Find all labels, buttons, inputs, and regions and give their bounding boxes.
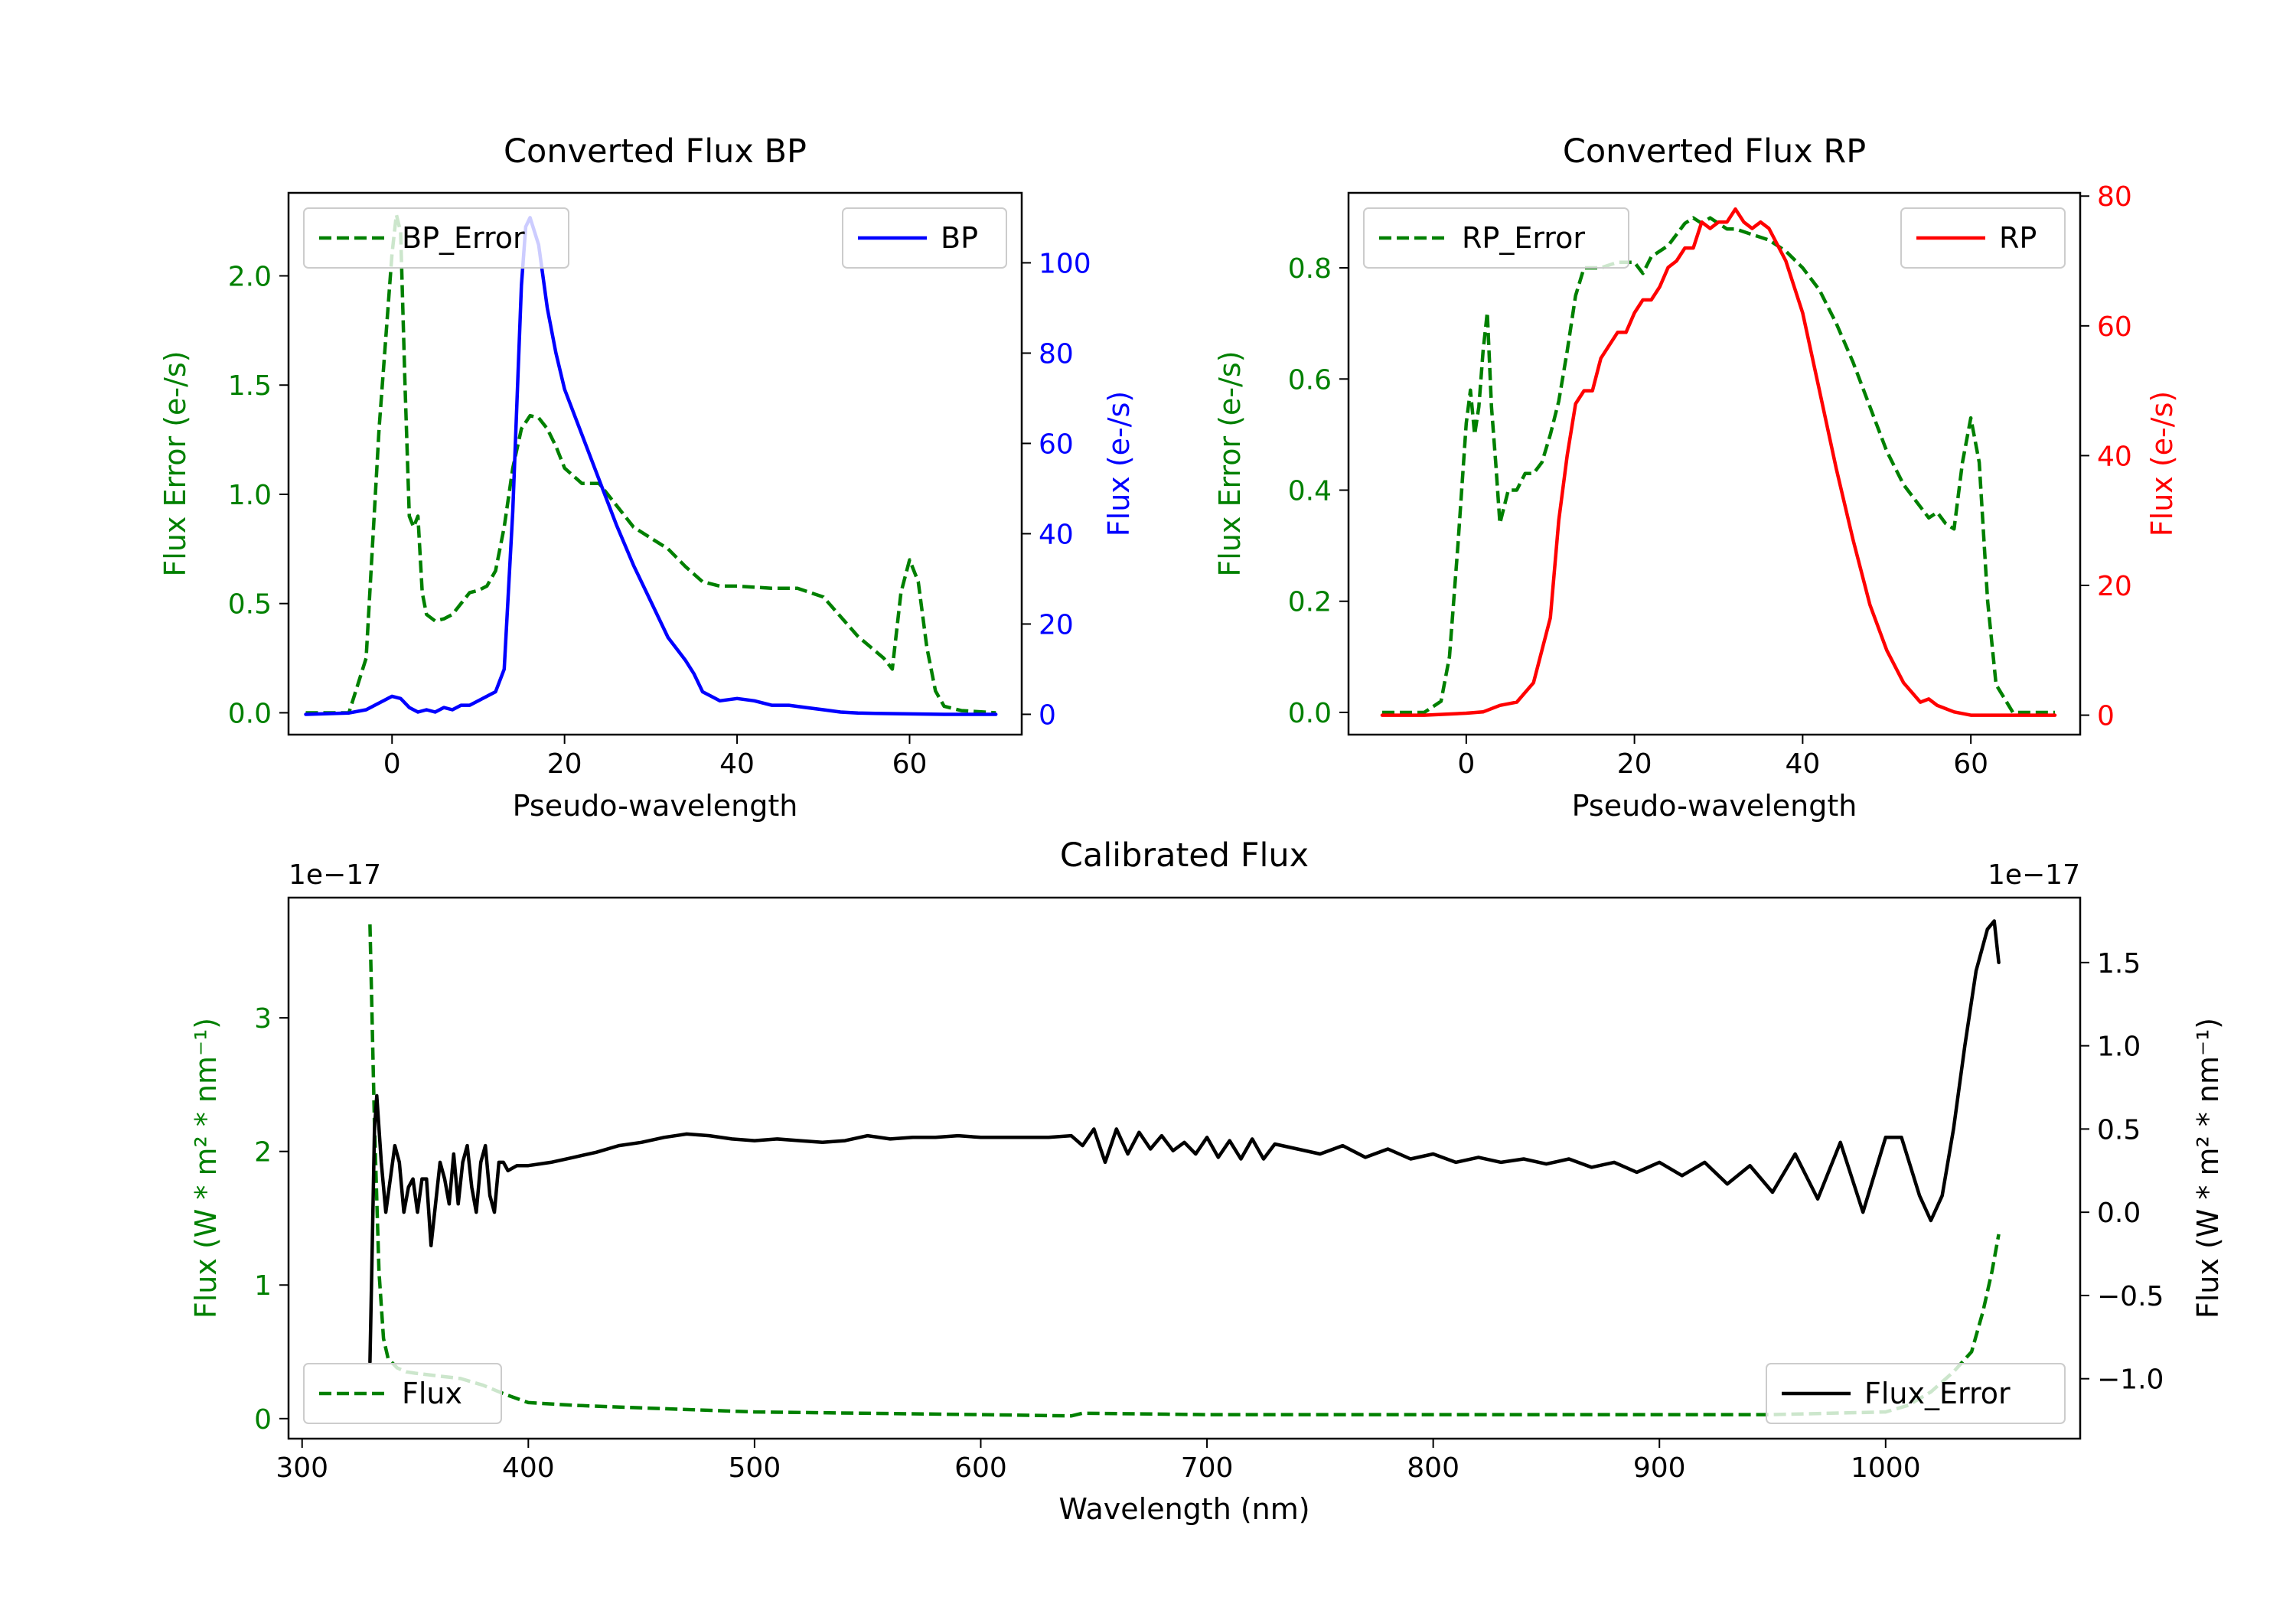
y-left-axis-label: Flux (W * m² * nm⁻¹) xyxy=(189,1018,223,1319)
legend-label: BP xyxy=(941,221,978,255)
y-right-tick-label: 0.5 xyxy=(2097,1114,2141,1146)
series-line-rp xyxy=(1380,207,2057,717)
y-left-tick-label: 0.0 xyxy=(228,698,272,729)
legend-label: Flux_Error xyxy=(1864,1377,2011,1410)
y-right-tick-label: 20 xyxy=(1039,609,1074,641)
y-right-tick-label: 40 xyxy=(1039,519,1074,550)
legend-flux: Flux_Error xyxy=(1766,1363,2066,1424)
y-right-tick-label: 1.0 xyxy=(2097,1032,2141,1063)
y-left-tick-label: 0 xyxy=(254,1404,272,1436)
axes-frame xyxy=(287,896,2082,1440)
y-left-tick-label: 0.4 xyxy=(1288,475,1332,507)
x-axis-label: Pseudo-wavelength xyxy=(1572,789,1857,823)
series-line-flux xyxy=(368,919,2001,1364)
offset-right-label: 1e−17 xyxy=(1988,859,2080,891)
y-left-axis-label: Flux Error (e-/s) xyxy=(158,350,192,576)
y-left-tick-label: 3 xyxy=(254,1003,272,1035)
y-right-tick-label: 20 xyxy=(2097,571,2132,602)
chart-rp: 0 20 40 60 0.0 0.2 0.4 0.6 0.8 0 20 40 60 80 Converted… xyxy=(1213,132,2179,823)
axes-frame xyxy=(1347,191,2082,736)
y-right-tick-label: 60 xyxy=(2097,311,2132,343)
legend-flux-error: Flux xyxy=(303,1363,502,1424)
series-line-bp xyxy=(304,216,998,716)
y-right-tick-label: 0 xyxy=(2097,701,2115,732)
x-tick-label: 900 xyxy=(1633,1452,1686,1484)
y-right-tick-label: 0 xyxy=(1039,699,1056,731)
y-right-axis-label: Flux (e-/s) xyxy=(2145,391,2179,536)
chart-title: Converted Flux BP xyxy=(504,132,807,171)
x-axis-label: Pseudo-wavelength xyxy=(513,789,798,823)
series-line-bp-error xyxy=(305,213,996,715)
y-right-tick-label: 100 xyxy=(1039,248,1091,279)
legend-box xyxy=(303,207,569,269)
y-left-tick-label: 0.2 xyxy=(1288,587,1332,618)
y-right-tick-label: 40 xyxy=(2097,441,2132,472)
x-tick-label: 0 xyxy=(383,748,401,780)
x-tick-label: 500 xyxy=(729,1452,781,1484)
legend-box xyxy=(1766,1363,2066,1424)
x-tick-label: 300 xyxy=(276,1452,328,1484)
y-right-tick-label: 60 xyxy=(1039,429,1074,460)
series-line-rp-error xyxy=(1382,216,2055,715)
y-right-tick-label: 80 xyxy=(2097,181,2132,213)
y-left-tick-label: 2.0 xyxy=(228,261,272,292)
x-tick-label: 600 xyxy=(954,1452,1007,1484)
plot-area xyxy=(1380,207,2057,717)
y-right-axis-label: Flux (W * m² * nm⁻¹) xyxy=(2191,1018,2225,1319)
legend-label: RP_Error xyxy=(1462,221,1585,255)
plot-area xyxy=(304,213,998,716)
y-right-tick-label: 0.0 xyxy=(2097,1198,2141,1229)
legend-label: BP_Error xyxy=(402,221,525,255)
y-left-tick-label: 0.0 xyxy=(1288,698,1332,729)
chart-calibrated: 300 400 500 600 700 800 900 1000 0 1 2 3 −1.0 −0.5 0.0… xyxy=(189,836,2225,1526)
x-tick-label: 60 xyxy=(1953,748,1988,780)
axes-frame xyxy=(287,191,1023,736)
legend-rp: RP xyxy=(1900,207,2066,269)
y-left-tick-label: 1 xyxy=(254,1270,272,1302)
y-left-tick-label: 1.0 xyxy=(228,480,272,511)
x-tick-label: 40 xyxy=(719,748,755,780)
chart-title: Calibrated Flux xyxy=(1060,836,1309,875)
x-tick-label: 800 xyxy=(1407,1452,1459,1484)
y-left-tick-label: 2 xyxy=(254,1137,272,1169)
legend-box xyxy=(1363,207,1629,269)
y-right-tick-label: −1.0 xyxy=(2097,1364,2164,1396)
x-axis-label: Wavelength (nm) xyxy=(1058,1492,1309,1526)
y-left-tick-label: 0.8 xyxy=(1288,253,1332,285)
y-left-tick-label: 1.5 xyxy=(228,370,272,402)
x-tick-label: 20 xyxy=(1617,748,1652,780)
chart-title: Converted Flux RP xyxy=(1563,132,1866,171)
legend-label: Flux xyxy=(402,1377,462,1410)
x-tick-label: 1000 xyxy=(1851,1452,1921,1484)
x-tick-label: 40 xyxy=(1785,748,1820,780)
legend-rp-error: RP_Error xyxy=(1363,207,1629,269)
legend-box xyxy=(303,1363,502,1424)
offset-left-label: 1e−17 xyxy=(289,859,381,891)
x-tick-label: 20 xyxy=(547,748,582,780)
y-right-axis-label: Flux (e-/s) xyxy=(1102,391,1136,536)
legend-bp-error: BP_Error xyxy=(303,207,569,269)
y-left-tick-label: 0.6 xyxy=(1288,364,1332,396)
x-tick-label: 0 xyxy=(1457,748,1475,780)
y-left-tick-label: 0.5 xyxy=(228,589,272,621)
legend-bp: BP xyxy=(842,207,1007,269)
legend-label: RP xyxy=(1999,221,2037,255)
y-right-tick-label: −0.5 xyxy=(2097,1281,2164,1312)
x-tick-label: 60 xyxy=(892,748,928,780)
y-right-tick-label: 80 xyxy=(1039,338,1074,370)
y-left-axis-label: Flux Error (e-/s) xyxy=(1213,350,1247,576)
y-right-tick-label: 1.5 xyxy=(2097,948,2141,980)
x-tick-label: 700 xyxy=(1181,1452,1234,1484)
x-tick-label: 400 xyxy=(502,1452,555,1484)
chart-bp: 0 20 40 60 0.0 0.5 1.0 1.5 2.0 0 20 40 60 80 100 Conver… xyxy=(158,132,1136,823)
